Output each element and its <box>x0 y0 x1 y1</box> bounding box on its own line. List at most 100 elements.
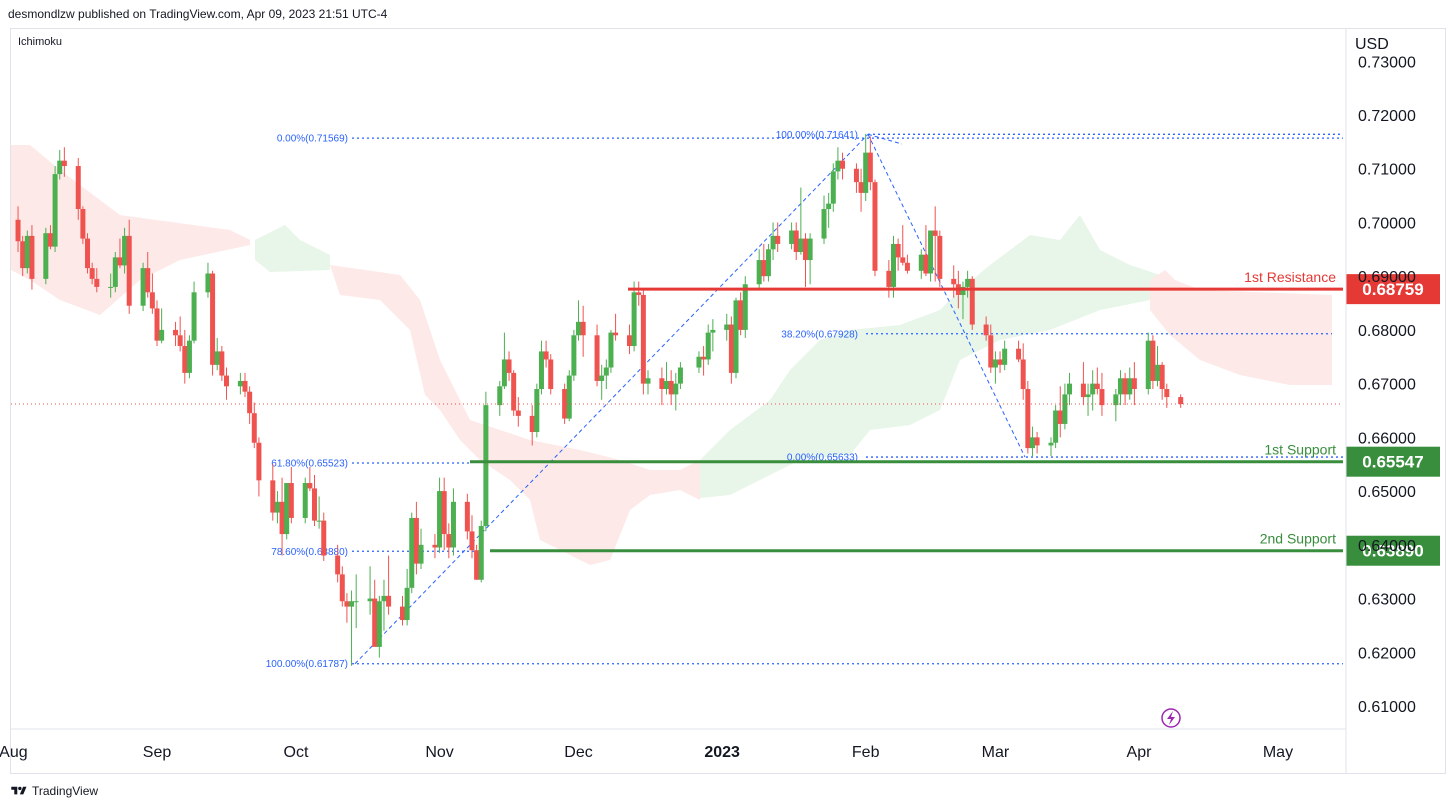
candle <box>983 316 989 341</box>
candle <box>640 289 646 395</box>
candle <box>826 192 832 228</box>
candle <box>863 133 869 201</box>
candle <box>992 351 998 384</box>
candle <box>1002 340 1008 371</box>
ichimoku-cloud <box>11 145 1332 565</box>
candle <box>1145 332 1151 395</box>
x-tick-label: Mar <box>982 744 1010 761</box>
candle <box>335 544 341 583</box>
x-tick-label: Sep <box>143 744 172 761</box>
candle <box>840 152 846 180</box>
candle <box>126 219 132 314</box>
y-tick-label: 0.67000 <box>1358 377 1416 394</box>
candle <box>1090 370 1096 411</box>
y-tick-label: 0.72000 <box>1358 108 1416 125</box>
y-tick-label: 0.61000 <box>1358 699 1416 716</box>
candle <box>789 222 795 250</box>
candle <box>372 579 378 647</box>
candle <box>705 324 711 365</box>
candle <box>548 354 554 395</box>
candle <box>775 222 781 253</box>
price-badge <box>1346 535 1440 566</box>
candle <box>47 225 53 250</box>
candle <box>830 163 836 212</box>
candle <box>724 313 730 341</box>
lightning-icon[interactable] <box>1161 708 1181 728</box>
candle <box>1067 372 1073 406</box>
candle <box>603 359 609 390</box>
candle <box>951 265 957 298</box>
candle <box>145 252 151 298</box>
candle <box>1020 343 1026 400</box>
candle <box>904 254 910 274</box>
candle <box>659 367 665 406</box>
candle <box>543 340 549 368</box>
candle <box>223 367 229 400</box>
x-tick-label: Nov <box>425 744 453 761</box>
x-tick-label: May <box>1263 744 1293 761</box>
candle <box>400 595 405 626</box>
candle <box>738 292 744 336</box>
candle <box>928 230 934 282</box>
y-tick-label: 0.70000 <box>1358 215 1416 232</box>
candle <box>835 147 841 180</box>
candle <box>1178 394 1184 408</box>
cloud-bull-segment <box>255 225 330 272</box>
candle <box>29 225 35 290</box>
candle <box>728 316 734 384</box>
candle <box>117 238 123 269</box>
candle <box>1053 405 1059 449</box>
candle <box>1062 383 1068 430</box>
candle <box>24 230 30 274</box>
candle <box>43 227 49 285</box>
candle <box>566 370 572 422</box>
candle <box>918 249 924 279</box>
candle <box>798 187 804 255</box>
candle <box>1016 340 1022 363</box>
candle <box>464 493 470 540</box>
candle <box>821 195 827 244</box>
candle <box>316 496 322 529</box>
candle <box>376 595 382 658</box>
candle <box>900 225 906 266</box>
fib-label: 0.00%(0.65633) <box>787 453 858 464</box>
publisher-header: desmondlzw published on TradingView.com,… <box>8 7 388 21</box>
candle <box>321 512 327 561</box>
candle <box>367 566 373 615</box>
candle <box>89 262 95 285</box>
candle <box>571 329 577 381</box>
candle <box>1094 367 1100 395</box>
candle <box>446 523 452 559</box>
x-tick-label: 2023 <box>704 744 740 761</box>
candle <box>765 243 771 282</box>
candle <box>344 593 350 623</box>
candles <box>15 133 1184 666</box>
candle <box>409 512 415 594</box>
fib-label: 0.00%(0.71569) <box>277 134 348 145</box>
candle <box>529 405 535 446</box>
candle <box>57 149 63 180</box>
candle <box>1099 372 1105 416</box>
candle <box>191 281 197 344</box>
candle <box>1150 335 1156 390</box>
candle <box>237 372 243 395</box>
candle <box>988 324 994 373</box>
fib-label: 100.00%(0.61787) <box>266 659 348 670</box>
footer: TradingView <box>10 784 98 798</box>
candle <box>186 335 192 379</box>
candle <box>1048 437 1054 457</box>
x-tick-label: Oct <box>284 744 309 761</box>
candle <box>1122 372 1128 406</box>
y-tick-label: 0.69000 <box>1358 269 1416 286</box>
candle <box>613 313 619 341</box>
candle <box>701 346 707 376</box>
y-tick-label: 0.63000 <box>1358 592 1416 609</box>
level-label: 1st Support <box>1264 442 1336 458</box>
fib-trend-line <box>354 133 869 665</box>
candle <box>274 491 280 524</box>
indicator-label[interactable]: Ichimoku <box>18 36 63 48</box>
candle <box>872 179 878 277</box>
candle <box>599 364 605 400</box>
candle <box>580 305 586 357</box>
